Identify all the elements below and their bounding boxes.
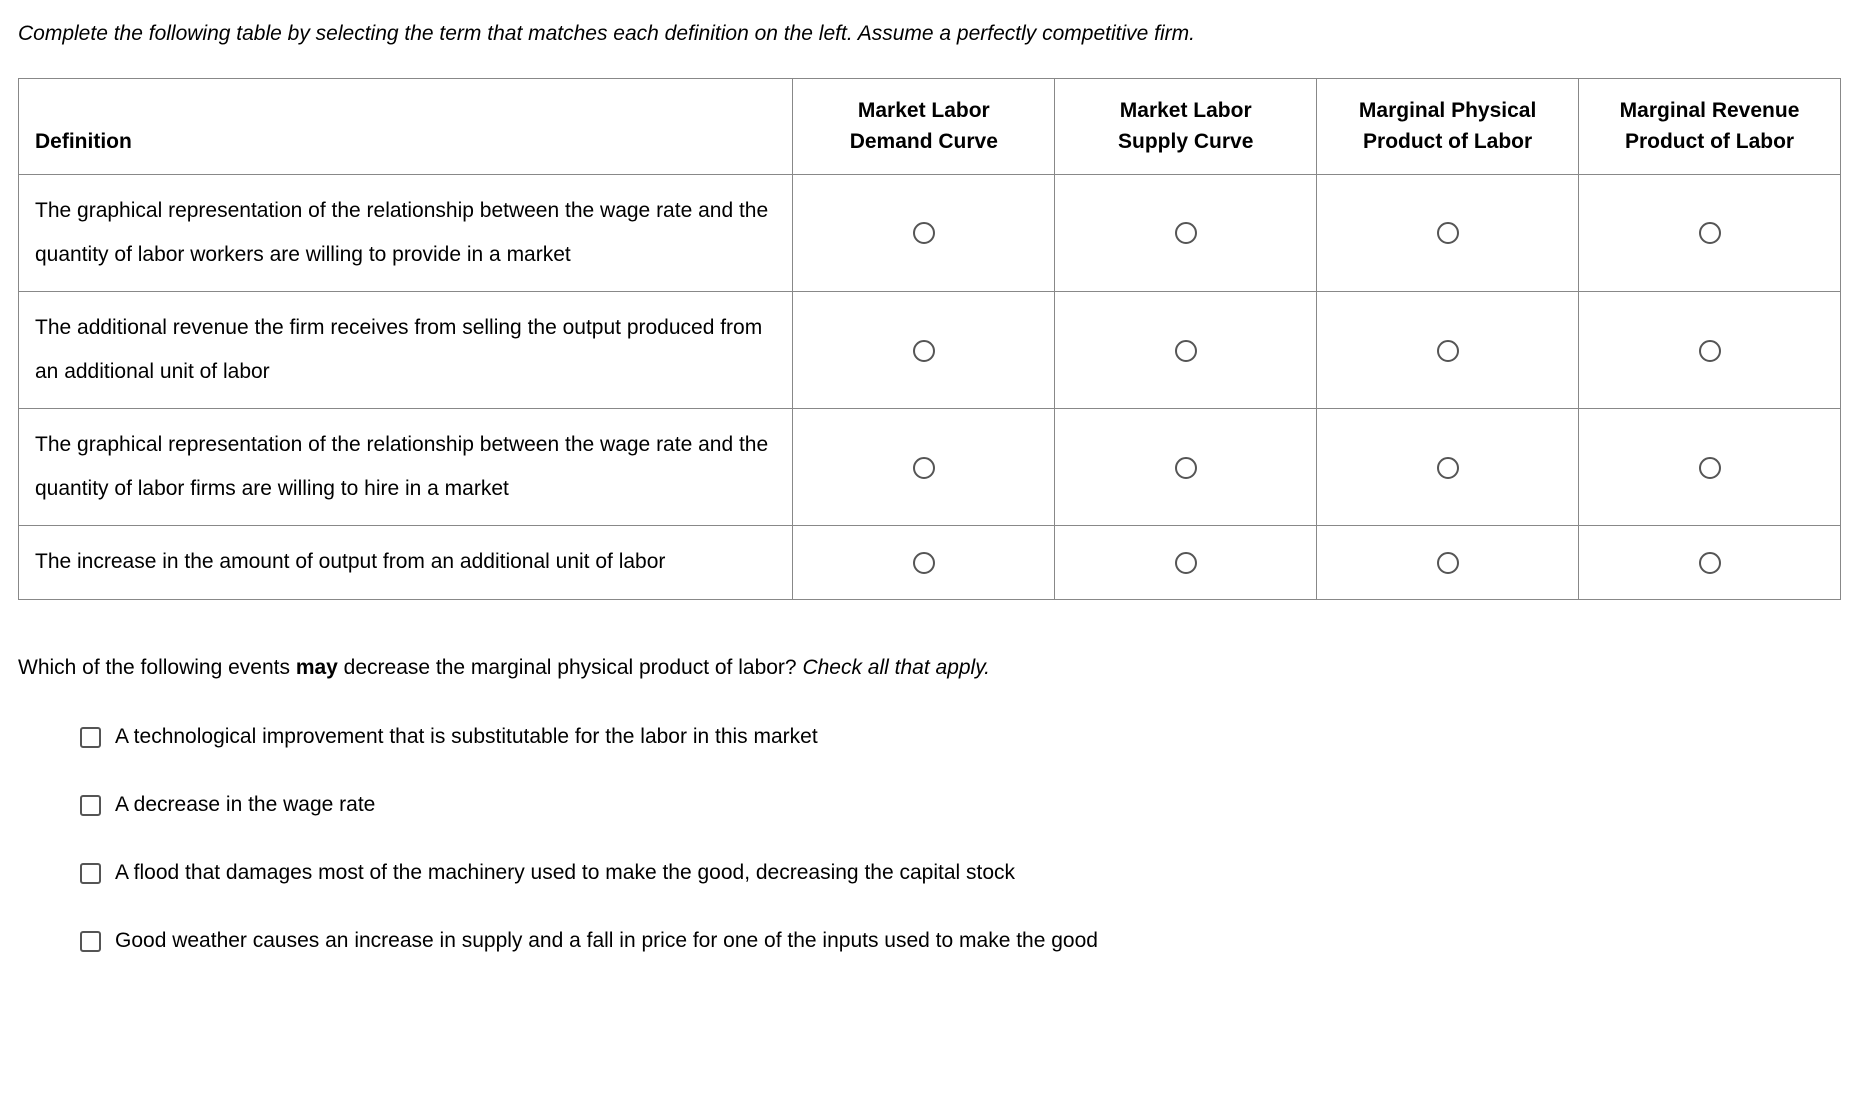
radio-r3-supply[interactable] xyxy=(1175,457,1197,479)
radio-r2-demand[interactable] xyxy=(913,340,935,362)
q2-stem-post: decrease the marginal physical product o… xyxy=(338,656,803,679)
radio-r1-demand[interactable] xyxy=(913,222,935,244)
table-row: The graphical representation of the rela… xyxy=(19,409,1841,526)
column-header-line: Marginal Physical xyxy=(1359,99,1536,122)
radio-r3-demand[interactable] xyxy=(913,457,935,479)
checkbox-opt-4[interactable] xyxy=(80,931,101,952)
radio-r4-supply[interactable] xyxy=(1175,552,1197,574)
table-header-row: Definition Market Labor Demand Curve Mar… xyxy=(19,78,1841,174)
radio-r2-supply[interactable] xyxy=(1175,340,1197,362)
column-header-mpp: Marginal Physical Product of Labor xyxy=(1317,78,1579,174)
column-header-line: Market Labor xyxy=(1120,99,1252,122)
q2-stem-pre: Which of the following events xyxy=(18,656,296,679)
radio-r2-mpp[interactable] xyxy=(1437,340,1459,362)
column-header-demand: Market Labor Demand Curve xyxy=(793,78,1055,174)
q2-option: A technological improvement that is subs… xyxy=(80,717,1841,757)
q2-option-label: A flood that damages most of the machine… xyxy=(115,853,1015,893)
q2-option-label: A technological improvement that is subs… xyxy=(115,717,818,757)
definition-cell: The additional revenue the firm receives… xyxy=(19,292,793,409)
radio-r1-supply[interactable] xyxy=(1175,222,1197,244)
q2-option-label: Good weather causes an increase in suppl… xyxy=(115,921,1098,961)
table-row: The increase in the amount of output fro… xyxy=(19,526,1841,599)
radio-r3-mrp[interactable] xyxy=(1699,457,1721,479)
q2-stem: Which of the following events may decrea… xyxy=(18,648,1841,688)
column-header-line: Product of Labor xyxy=(1363,130,1532,153)
q2-option-label: A decrease in the wage rate xyxy=(115,785,375,825)
question-2: Which of the following events may decrea… xyxy=(18,648,1841,961)
column-header-line: Marginal Revenue xyxy=(1620,99,1800,122)
definition-cell: The increase in the amount of output fro… xyxy=(19,526,793,599)
radio-r4-demand[interactable] xyxy=(913,552,935,574)
definition-cell: The graphical representation of the rela… xyxy=(19,174,793,291)
definition-cell: The graphical representation of the rela… xyxy=(19,409,793,526)
q2-option: Good weather causes an increase in suppl… xyxy=(80,921,1841,961)
definitions-table: Definition Market Labor Demand Curve Mar… xyxy=(18,78,1841,600)
radio-r3-mpp[interactable] xyxy=(1437,457,1459,479)
checkbox-opt-1[interactable] xyxy=(80,727,101,748)
instructions-text: Complete the following table by selectin… xyxy=(18,14,1841,54)
q2-stem-bold: may xyxy=(296,656,338,679)
column-header-line: Supply Curve xyxy=(1118,130,1253,153)
column-header-supply: Market Labor Supply Curve xyxy=(1055,78,1317,174)
checkbox-opt-3[interactable] xyxy=(80,863,101,884)
q2-option: A flood that damages most of the machine… xyxy=(80,853,1841,893)
radio-r2-mrp[interactable] xyxy=(1699,340,1721,362)
column-header-mrp: Marginal Revenue Product of Labor xyxy=(1579,78,1841,174)
q2-stem-tail: Check all that apply. xyxy=(802,656,990,679)
definition-header: Definition xyxy=(19,78,793,174)
radio-r4-mrp[interactable] xyxy=(1699,552,1721,574)
radio-r4-mpp[interactable] xyxy=(1437,552,1459,574)
q2-option: A decrease in the wage rate xyxy=(80,785,1841,825)
table-row: The graphical representation of the rela… xyxy=(19,174,1841,291)
column-header-line: Demand Curve xyxy=(850,130,998,153)
table-row: The additional revenue the firm receives… xyxy=(19,292,1841,409)
column-header-line: Market Labor xyxy=(858,99,990,122)
radio-r1-mrp[interactable] xyxy=(1699,222,1721,244)
checkbox-opt-2[interactable] xyxy=(80,795,101,816)
radio-r1-mpp[interactable] xyxy=(1437,222,1459,244)
column-header-line: Product of Labor xyxy=(1625,130,1794,153)
